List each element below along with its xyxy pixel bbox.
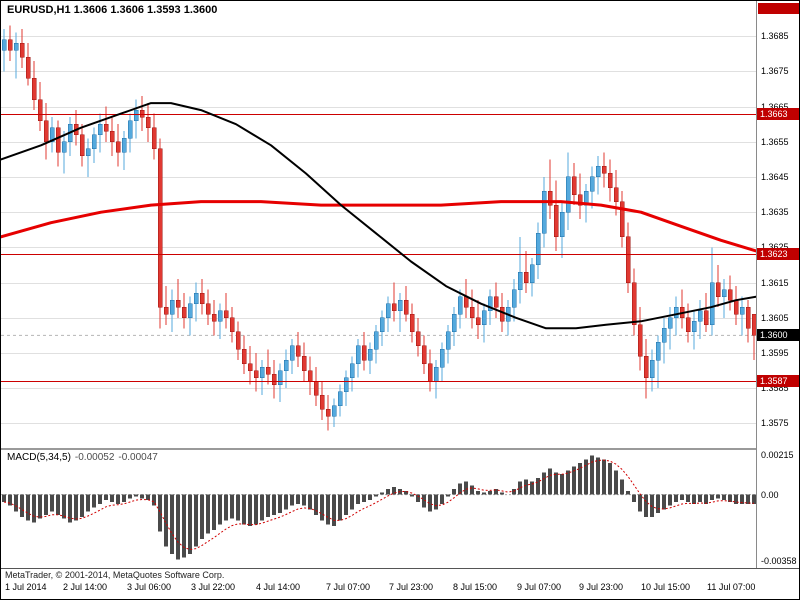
- bid-price-label: 1.3600: [757, 329, 799, 342]
- price-axis: 1.3685 1.3675 1.3665 1.3655 1.3645 1.3635 1.36…: [756, 1, 799, 568]
- price-axis-label: 1.3605: [761, 312, 789, 323]
- macd-indicator-pane[interactable]: [1, 450, 756, 567]
- price-axis-label: 1.3685: [761, 31, 789, 42]
- price-axis-label: 1.3635: [761, 207, 789, 218]
- horizontal-price-lines: [1, 114, 756, 382]
- pane-divider[interactable]: [1, 448, 799, 450]
- macd-indicator-label: MACD(5,34,5) -0.00052 -0.00047: [7, 452, 158, 463]
- time-axis-label: 10 Jul 15:00: [641, 582, 691, 592]
- time-axis-label: 11 Jul 07:00: [707, 582, 756, 592]
- macd-axis-label: 0.00215: [761, 449, 794, 460]
- grid-lines: [1, 36, 756, 424]
- time-axis-label: 4 Jul 14:00: [256, 582, 301, 592]
- hline-price-label: 1.3587: [757, 375, 799, 388]
- macd-main-value: -0.00052: [74, 452, 115, 463]
- price-axis-label: 1.3575: [761, 418, 789, 429]
- ma-fast-black-line: [1, 102, 756, 330]
- time-axis-separator: [1, 568, 799, 569]
- macd-axis-label: 0.00: [761, 489, 779, 500]
- price-axis-label: 1.3665: [761, 101, 789, 112]
- price-axis-label: 1.3675: [761, 66, 789, 77]
- time-axis-label: 8 Jul 15:00: [453, 582, 498, 592]
- price-chart-pane[interactable]: [1, 1, 756, 448]
- price-axis-label: 1.3595: [761, 347, 789, 358]
- time-axis-label: 1 Jul 2014: [5, 582, 47, 592]
- macd-name: MACD(5,34,5): [7, 452, 71, 463]
- time-axis-label: 7 Jul 23:00: [389, 582, 434, 592]
- price-axis-label: 1.3615: [761, 277, 789, 288]
- time-axis-label: 3 Jul 06:00: [127, 582, 172, 592]
- hline-price-label: 1.3623: [757, 248, 799, 261]
- candles-layer: [1, 25, 756, 431]
- time-axis-label: 2 Jul 14:00: [63, 582, 108, 592]
- hline-price-label: 1.3663: [757, 107, 799, 120]
- time-axis-label: 9 Jul 07:00: [517, 582, 562, 592]
- price-axis-label: 1.3655: [761, 136, 789, 147]
- time-axis-label: 7 Jul 07:00: [326, 582, 371, 592]
- price-axis-label: 1.3645: [761, 171, 789, 182]
- price-axis-label: 1.3625: [761, 242, 789, 253]
- time-axis-label: 3 Jul 22:00: [191, 582, 236, 592]
- time-axis: 1 Jul 2014 2 Jul 14:00 3 Jul 06:00 3 Jul 22…: [1, 582, 756, 598]
- macd-axis-label: -0.00358: [761, 556, 797, 567]
- chart-title-ohlc: EURUSD,H1 1.3606 1.3606 1.3593 1.3600: [7, 4, 218, 16]
- macd-signal-value: -0.00047: [118, 452, 158, 463]
- macd-histogram: [2, 455, 756, 560]
- copyright-text: MetaTrader, © 2001-2014, MetaQuotes Soft…: [5, 570, 225, 580]
- top-right-price-box: [758, 3, 799, 14]
- time-axis-label: 9 Jul 23:00: [579, 582, 624, 592]
- ma-slow-red-line: [1, 200, 756, 253]
- macd-signal-line: [3, 459, 755, 551]
- price-axis-label: 1.3585: [761, 383, 789, 394]
